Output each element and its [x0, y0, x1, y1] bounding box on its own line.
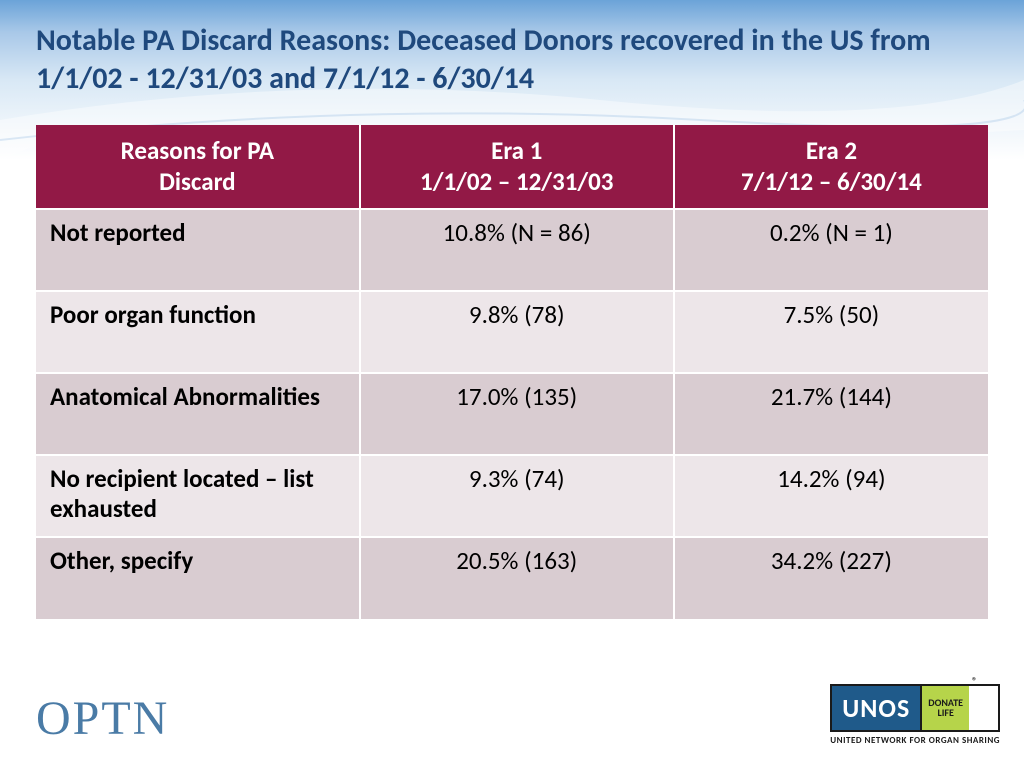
col-header-text: Era 1 — [491, 135, 542, 166]
table-header-row: Reasons for PA Discard Era 1 1/1/02 – 12… — [36, 125, 988, 209]
cell-era1: 17.0% (135) — [360, 373, 674, 455]
cell-era1: 9.3% (74) — [360, 455, 674, 537]
unos-text: UNOS — [832, 686, 920, 730]
cell-era2: 21.7% (144) — [674, 373, 988, 455]
col-header-text: Discard — [159, 166, 236, 197]
col-header-text: 1/1/02 – 12/31/03 — [420, 166, 613, 197]
cell-reason: Not reported — [36, 209, 360, 291]
cell-reason: Poor organ function — [36, 291, 360, 373]
cell-era1: 10.8% (N = 86) — [360, 209, 674, 291]
table-row: Poor organ function 9.8% (78) 7.5% (50) — [36, 291, 988, 373]
unos-subtitle: UNITED NETWORK FOR ORGAN SHARING — [830, 735, 1000, 746]
cell-era1: 20.5% (163) — [360, 537, 674, 619]
cell-reason: Anatomical Abnormalities — [36, 373, 360, 455]
col-header-reason: Reasons for PA Discard — [36, 125, 360, 209]
col-header-text: Era 2 — [806, 135, 857, 166]
cell-era1: 9.8% (78) — [360, 291, 674, 373]
life-text: LIFE — [937, 708, 953, 718]
col-header-era2: Era 2 7/1/12 – 6/30/14 — [674, 125, 988, 209]
cell-reason: No recipient located – list exhausted — [36, 455, 360, 537]
table-row: No recipient located – list exhausted 9.… — [36, 455, 988, 537]
slide-title: Notable PA Discard Reasons: Deceased Don… — [36, 22, 988, 97]
col-header-era1: Era 1 1/1/02 – 12/31/03 — [360, 125, 674, 209]
cell-era2: 7.5% (50) — [674, 291, 988, 373]
table-row: Other, specify 20.5% (163) 34.2% (227) — [36, 537, 988, 619]
unos-logo: UNOS ® DONATE LIFE UNITED NETWORK FOR OR… — [830, 684, 1000, 746]
table-row: Not reported 10.8% (N = 86) 0.2% (N = 1) — [36, 209, 988, 291]
donate-life-badge: ® DONATE LIFE — [920, 686, 969, 730]
cell-era2: 0.2% (N = 1) — [674, 209, 988, 291]
optn-logo: OPTN — [36, 691, 169, 746]
cell-era2: 34.2% (227) — [674, 537, 988, 619]
cell-reason: Other, specify — [36, 537, 360, 619]
col-header-text: 7/1/12 – 6/30/14 — [741, 166, 922, 197]
cell-era2: 14.2% (94) — [674, 455, 988, 537]
table-row: Anatomical Abnormalities 17.0% (135) 21.… — [36, 373, 988, 455]
registered-icon: ® — [972, 676, 977, 686]
discard-reasons-table: Reasons for PA Discard Era 1 1/1/02 – 12… — [36, 125, 988, 619]
col-header-text: Reasons for PA — [121, 135, 274, 166]
